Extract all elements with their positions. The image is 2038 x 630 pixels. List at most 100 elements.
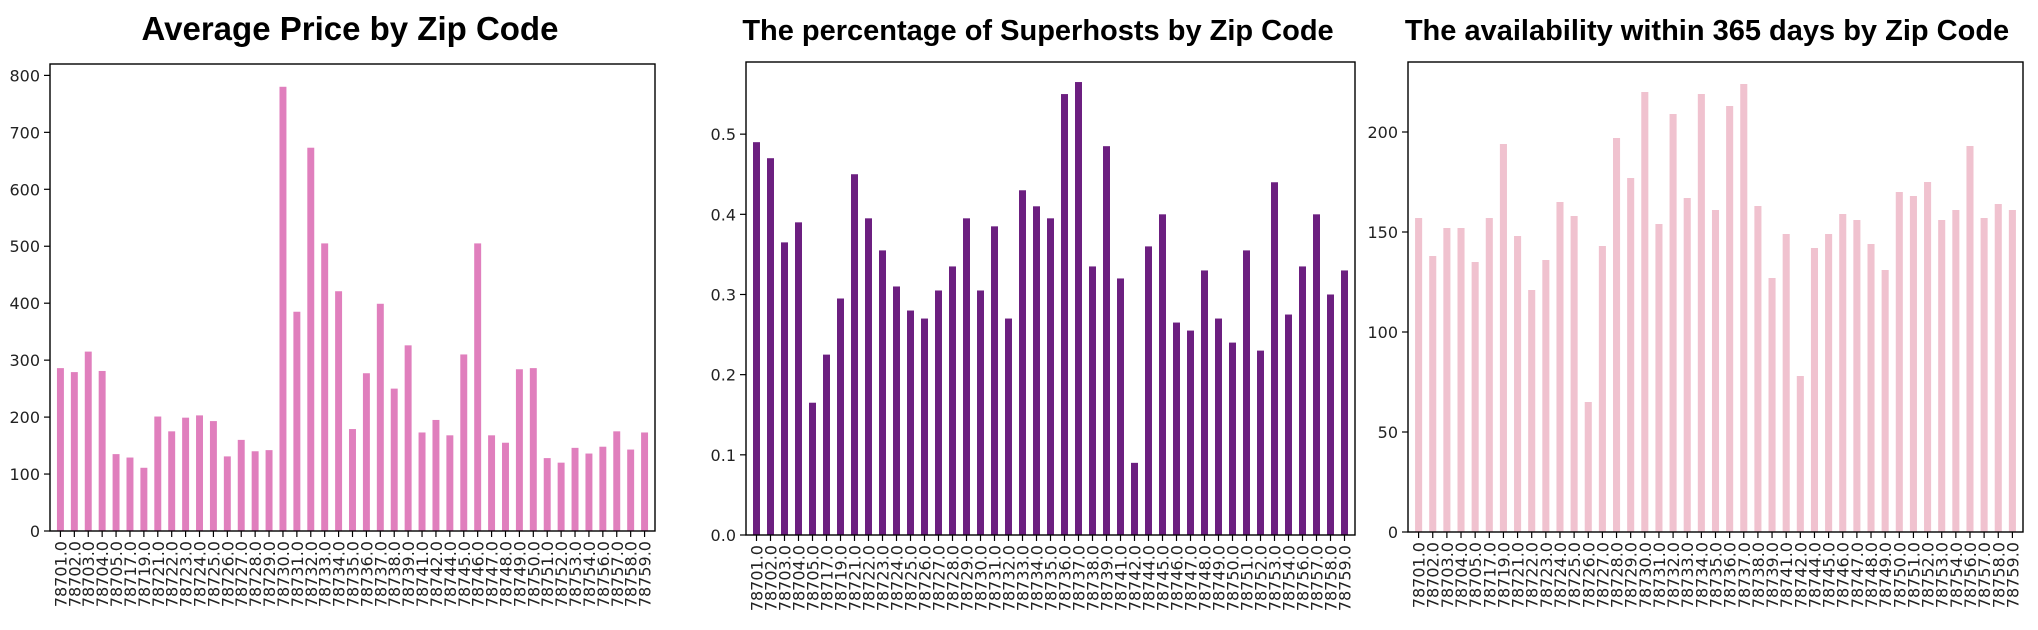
x-tick-label: 78744.0 — [1140, 545, 1159, 611]
bar — [1019, 190, 1026, 535]
x-tick-label: 78752.0 — [552, 541, 571, 607]
bar — [1313, 214, 1320, 536]
bar — [1215, 318, 1222, 535]
x-tick-label: 78737.0 — [1070, 545, 1089, 611]
bar — [223, 456, 231, 531]
x-tick-label: 78754.0 — [580, 541, 599, 607]
bar — [921, 318, 928, 535]
x-tick-label: 78728.0 — [944, 545, 963, 611]
y-tick-label: 500 — [9, 237, 40, 256]
bar — [502, 442, 509, 531]
bar — [1528, 290, 1536, 532]
bar — [474, 243, 482, 531]
x-tick-label: 78757.0 — [608, 541, 627, 607]
x-tick-label: 78703.0 — [79, 541, 98, 607]
x-tick-label: 78738.0 — [1749, 542, 1768, 608]
x-tick-label: 78759.0 — [1336, 545, 1355, 611]
x-tick-label: 78739.0 — [1098, 545, 1117, 611]
x-tick-label: 78737.0 — [1735, 542, 1754, 608]
x-tick-label: 78701.0 — [748, 545, 767, 611]
x-tick-label: 78733.0 — [1678, 542, 1697, 608]
y-tick-label: 0.4 — [711, 205, 736, 224]
bar — [1697, 94, 1705, 532]
bar — [1327, 294, 1334, 535]
bar — [1726, 106, 1734, 532]
bar — [1839, 214, 1847, 532]
x-tick-label: 78705.0 — [107, 541, 126, 607]
bar — [1598, 246, 1606, 532]
bar — [335, 291, 343, 531]
x-tick-label: 78736.0 — [1721, 542, 1740, 608]
bar — [98, 370, 106, 531]
x-tick-label: 78733.0 — [1014, 545, 1033, 611]
x-tick-label: 78758.0 — [622, 541, 641, 607]
chart-title: Average Price by Zip Code — [142, 10, 559, 47]
bar — [543, 458, 551, 531]
x-tick-label: 78741.0 — [1777, 542, 1796, 608]
bar — [1655, 224, 1663, 532]
x-tick-label: 78701.0 — [51, 541, 70, 607]
bar — [1201, 270, 1208, 535]
x-tick-label: 78751.0 — [538, 541, 557, 607]
x-tick-label: 78749.0 — [510, 541, 529, 607]
bar — [1895, 192, 1903, 532]
bar — [1853, 220, 1861, 532]
x-tick-label: 78731.0 — [1650, 542, 1669, 608]
bar — [1924, 182, 1932, 532]
bar — [1089, 266, 1096, 535]
availability-chart: The availability within 365 days by Zip … — [1367, 15, 2024, 608]
y-tick-label: 0.5 — [711, 125, 736, 144]
bar — [1994, 204, 2002, 532]
bar — [1415, 218, 1423, 532]
chart-title: The percentage of Superhosts by Zip Code — [742, 15, 1333, 47]
bar — [307, 147, 315, 531]
x-tick-label: 78733.0 — [316, 541, 335, 607]
x-tick-label: 78753.0 — [1266, 545, 1285, 611]
bar — [893, 286, 900, 535]
bar — [1047, 218, 1054, 535]
x-tick-label: 78727.0 — [232, 541, 251, 607]
x-tick-label: 78758.0 — [1989, 542, 2008, 608]
bar — [182, 417, 190, 531]
x-tick-label: 78746.0 — [1168, 545, 1187, 611]
x-tick-label: 78704.0 — [790, 545, 809, 611]
x-tick-label: 78722.0 — [163, 541, 182, 607]
bar — [1103, 146, 1110, 535]
x-tick-label: 78702.0 — [762, 545, 781, 611]
x-tick-label: 78726.0 — [916, 545, 935, 611]
x-tick-label: 78737.0 — [371, 541, 390, 607]
x-tick-label: 78741.0 — [1112, 545, 1131, 611]
x-tick-label: 78757.0 — [1975, 542, 1994, 608]
bar — [1542, 260, 1550, 532]
bar — [809, 402, 816, 535]
x-tick-label: 78735.0 — [344, 541, 363, 607]
bar — [529, 368, 537, 531]
x-tick-label: 78750.0 — [1224, 545, 1243, 611]
x-tick-label: 78748.0 — [496, 541, 515, 607]
price-chart-panel: Average Price by Zip Code 0 100 200 300 400 5… — [0, 0, 680, 630]
bar — [1075, 82, 1082, 536]
bar — [362, 373, 370, 531]
x-tick-label: 78723.0 — [1537, 542, 1556, 608]
x-tick-label: 78738.0 — [385, 541, 404, 607]
x-tick-label: 78747.0 — [1848, 542, 1867, 608]
x-tick-label: 78731.0 — [986, 545, 1005, 611]
x-tick-label: 78724.0 — [888, 545, 907, 611]
x-tick-label: 78719.0 — [832, 545, 851, 611]
x-tick-label: 78738.0 — [1084, 545, 1103, 611]
bar — [1257, 350, 1264, 535]
x-tick-label: 78742.0 — [1126, 545, 1145, 611]
bar — [265, 450, 273, 531]
x-tick-label: 78739.0 — [399, 541, 418, 607]
bar — [56, 368, 64, 531]
bar — [1825, 234, 1833, 532]
x-tick-label: 78759.0 — [636, 541, 655, 607]
bar — [1796, 376, 1804, 532]
bar — [823, 354, 830, 535]
x-tick-label: 78704.0 — [93, 541, 112, 607]
x-tick-label: 78742.0 — [427, 541, 446, 607]
bar — [795, 222, 802, 535]
x-tick-label: 78741.0 — [413, 541, 432, 607]
bar — [1443, 228, 1451, 532]
y-tick-label: 0.2 — [711, 366, 736, 385]
